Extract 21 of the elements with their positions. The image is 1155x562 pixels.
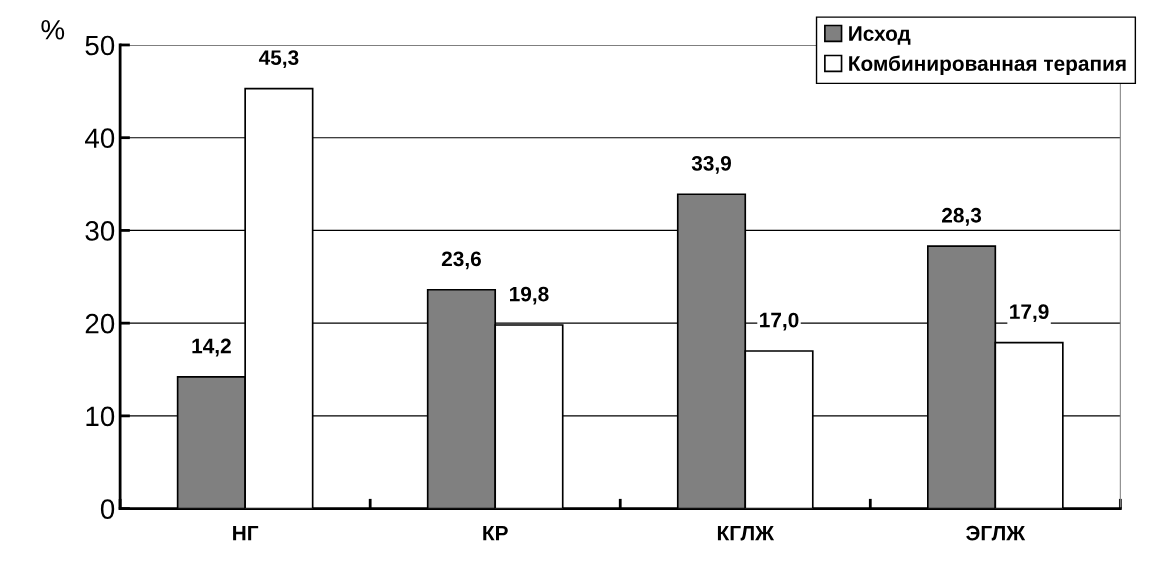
legend-label: Исход [849,26,911,45]
legend-label: Комбинированная терапия [849,55,1126,76]
y-tick-label: 30 [85,221,115,241]
x-tick-label: КГЛЖ [717,526,775,541]
y-axis-title: % [41,20,65,40]
x-tick-label: ЭГЛЖ [966,525,1026,541]
data-label: 33,9 [691,155,732,174]
data-label: 28,3 [942,207,982,226]
data-label: 45,3 [258,50,299,68]
data-label: 17,0 [760,312,799,331]
x-tick-label: НГ [233,526,259,541]
y-tick-label: 10 [86,406,115,427]
data-label: 23,6 [441,251,481,270]
data-label: 14,2 [192,338,231,357]
y-tick-label: 20 [85,313,115,334]
data-label: 17,9 [1010,304,1049,323]
y-tick-label: 50 [85,35,115,56]
x-tick-label: КР [483,526,508,541]
data-label: 19,8 [510,286,549,305]
y-tick-label: 0 [100,499,115,519]
y-tick-label: 40 [85,128,115,149]
